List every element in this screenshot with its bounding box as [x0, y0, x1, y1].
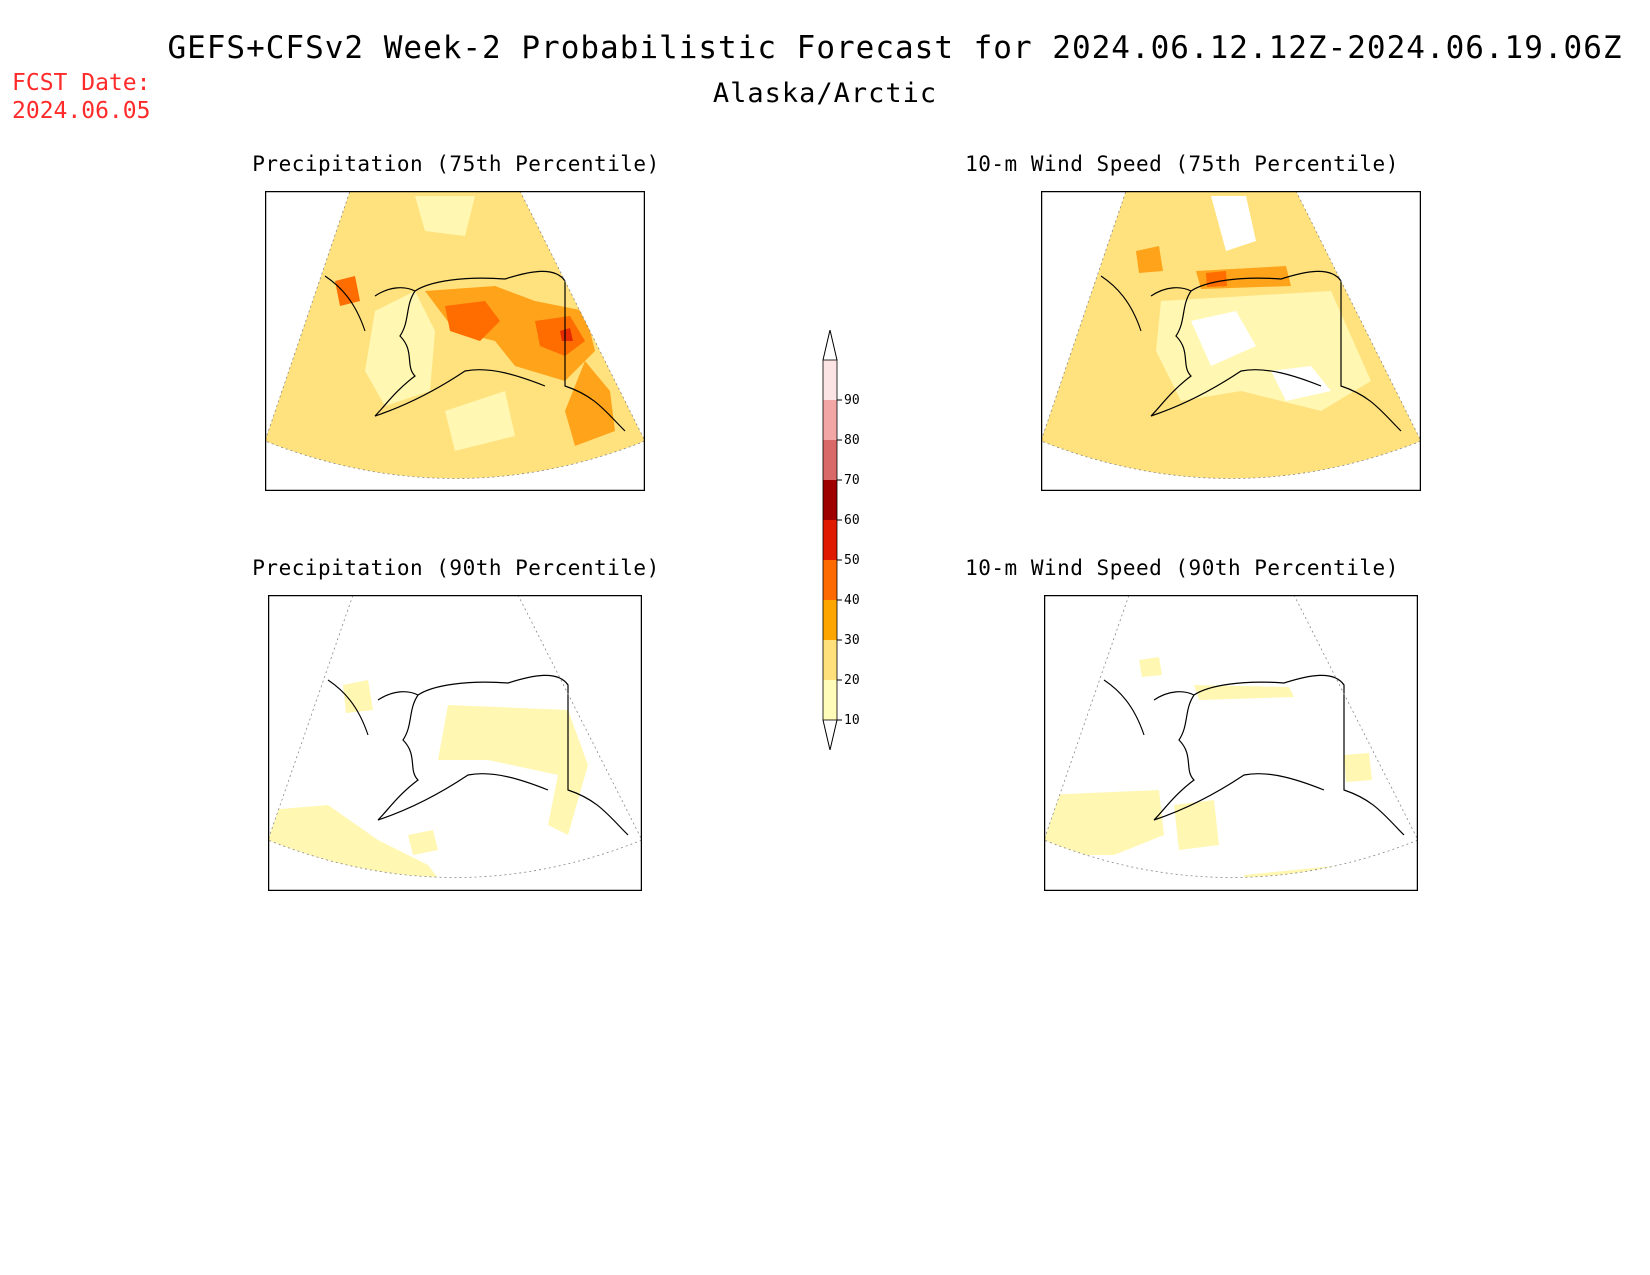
colorbar-swatch: [823, 640, 837, 680]
colorbar-swatch: [823, 560, 837, 600]
precip75-coastline-siberia: [324, 275, 366, 332]
colorbar-label: 80: [844, 433, 860, 448]
wind75-domain-edge: [1041, 191, 1421, 479]
panel-title-precip-75: Precipitation (75th Percentile): [252, 152, 660, 176]
map-panel-precip-75: [265, 191, 645, 491]
panel-title-wind-90: 10-m Wind Speed (90th Percentile): [965, 556, 1399, 580]
precip75-fill-core-a: [445, 301, 500, 341]
precip90-coastline-west: [377, 694, 549, 821]
precip90-domain-edge: [268, 595, 642, 878]
wind75-fill-clear-b: [1271, 366, 1331, 401]
wind75-fill-siberia: [1136, 246, 1163, 273]
colorbar-label: 50: [844, 553, 860, 568]
precip90-frame: [268, 595, 642, 891]
precip90-fill-peninsula: [408, 830, 438, 855]
precip75-fill-south: [445, 391, 515, 451]
precip90-fill-interior: [438, 705, 588, 835]
forecast-date-label: FCST Date:: [12, 70, 151, 96]
colorbar-swatch: [823, 520, 837, 560]
wind75-fill-core: [1206, 271, 1227, 287]
map-panel-precip-90: [268, 595, 642, 891]
wind90-fill-peninsula: [1174, 800, 1219, 850]
panel-title-wind-75: 10-m Wind Speed (75th Percentile): [965, 152, 1399, 176]
colorbar-swatch: [823, 480, 837, 520]
precip75-fill-north: [415, 196, 475, 236]
wind90-fill-southwest: [1044, 790, 1164, 855]
colorbar-swatch: [823, 440, 837, 480]
wind90-domain-edge: [1044, 595, 1418, 878]
precip90-coastline-north: [377, 674, 629, 836]
page-subtitle: Alaska/Arctic: [712, 78, 938, 109]
colorbar-svg: 10 20 30 40 50 60 70 80 90: [822, 329, 860, 751]
precip90-coastline-siberia: [327, 679, 369, 736]
wind90-fill-north-coast: [1194, 685, 1294, 700]
colorbar-swatch: [823, 600, 837, 640]
colorbar-label: 60: [844, 513, 860, 528]
wind75-coastline-west: [1150, 290, 1322, 417]
wind90-fill-siberia: [1139, 657, 1162, 677]
wind90-coastline-north: [1153, 674, 1405, 836]
wind90-coastline-west: [1153, 694, 1325, 821]
precip75-domain-edge: [265, 191, 645, 479]
wind75-fill-light: [1156, 291, 1371, 411]
colorbar-label: 40: [844, 593, 860, 608]
precip75-fill-southeast: [565, 361, 615, 446]
precip75-fill-west: [365, 291, 435, 406]
colorbar-swatch: [823, 360, 837, 400]
colorbar-label: 30: [844, 633, 860, 648]
forecast-date-value: 2024.06.05: [12, 98, 151, 124]
precip75-frame: [265, 191, 645, 491]
wind90-fill-south: [1244, 865, 1354, 878]
page-title: GEFS+CFSv2 Week-2 Probabilistic Forecast…: [167, 30, 1623, 66]
precip75-coastline-north: [374, 270, 626, 432]
colorbar: 10 20 30 40 50 60 70 80 90: [815, 329, 875, 754]
precip75-fill-siberia: [335, 276, 360, 306]
precip75-fill-max: [560, 328, 573, 341]
panel-title-precip-90: Precipitation (90th Percentile): [252, 556, 660, 580]
colorbar-top-cap: [822, 329, 838, 361]
colorbar-label: 10: [844, 713, 860, 728]
wind75-frame: [1041, 191, 1421, 491]
wind90-fill-gulf: [1344, 753, 1372, 782]
colorbar-bottom-cap: [822, 719, 838, 751]
map-panel-wind-75: [1041, 191, 1421, 491]
precip75-fill-core-b: [535, 316, 585, 356]
wind90-frame: [1044, 595, 1418, 891]
wind75-fill-clear-a: [1191, 311, 1256, 366]
map-panel-wind-90: [1044, 595, 1418, 891]
colorbar-swatch: [823, 400, 837, 440]
wind75-coastline-north: [1150, 270, 1402, 432]
wind75-fill-clear-north: [1211, 196, 1256, 251]
colorbar-label: 90: [844, 393, 860, 408]
colorbar-label: 20: [844, 673, 860, 688]
colorbar-label: 70: [844, 473, 860, 488]
colorbar-swatch: [823, 680, 837, 720]
precip75-coastline-west: [374, 290, 546, 417]
wind75-coastline-siberia: [1100, 275, 1142, 332]
wind90-coastline-siberia: [1103, 679, 1145, 736]
precip90-fill-siberia: [343, 680, 373, 713]
colorbar-frame: [822, 359, 838, 721]
